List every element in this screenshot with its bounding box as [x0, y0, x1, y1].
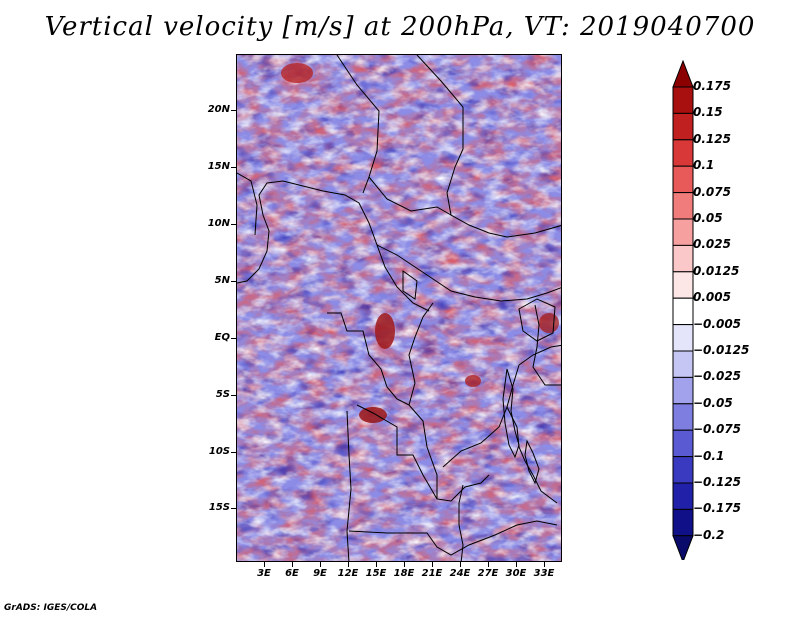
lon-label-21e: 21E — [421, 568, 443, 579]
lon-label-12e: 12E — [337, 568, 359, 579]
lat-tick — [231, 338, 236, 339]
lat-label-15s: 15S — [208, 502, 230, 513]
lat-tick — [231, 395, 236, 396]
lon-tick — [516, 562, 517, 567]
lon-label-15e: 15E — [365, 568, 387, 579]
colorbar-segment — [672, 508, 694, 537]
colorbar-segment — [672, 244, 694, 273]
lat-tick — [231, 508, 236, 509]
colorbar-label: 0.15 — [693, 105, 723, 120]
field-core — [375, 313, 395, 349]
colorbar-label: 0.075 — [693, 184, 731, 199]
lat-tick — [231, 452, 236, 453]
colorbar — [672, 60, 694, 560]
colorbar-label: −0.05 — [693, 395, 733, 410]
lat-tick — [231, 167, 236, 168]
lon-label-9e: 9E — [313, 568, 327, 579]
colorbar-label: 0.005 — [693, 290, 731, 305]
colorbar-label: 0.025 — [693, 237, 731, 252]
colorbar-label: −0.005 — [693, 316, 742, 331]
colorbar-label: −0.2 — [693, 527, 725, 542]
colorbar-segment — [672, 165, 694, 194]
colorbar-segment — [672, 482, 694, 510]
colorbar-label: 0.125 — [693, 131, 731, 146]
colorbar-label: −0.125 — [693, 475, 742, 489]
lon-label-33e: 33E — [533, 568, 555, 579]
field-neutral-streaks — [237, 55, 561, 561]
colorbar-label: −0.075 — [693, 422, 742, 437]
colorbar-segment — [672, 112, 694, 141]
lon-label-27e: 27E — [477, 568, 499, 579]
field-core — [281, 63, 313, 83]
lon-tick — [320, 562, 321, 567]
lon-tick — [264, 562, 265, 567]
colorbar-segment — [672, 139, 694, 167]
colorbar-segment — [672, 403, 694, 431]
lon-label-30e: 30E — [505, 568, 527, 579]
lat-label-10s: 10S — [208, 446, 230, 457]
colorbar-label: −0.175 — [693, 501, 742, 516]
colorbar-top-arrow — [672, 60, 694, 88]
colorbar-segment — [672, 192, 694, 220]
lon-tick — [544, 562, 545, 567]
colorbar-segment — [672, 429, 694, 458]
lon-tick — [432, 562, 433, 567]
lon-tick — [348, 562, 349, 567]
colorbar-segment — [672, 218, 694, 246]
map-title: Vertical velocity [m/s] at 200hPa, VT: 2… — [44, 12, 756, 42]
field-core — [359, 407, 387, 423]
colorbar-label: −0.1 — [693, 448, 725, 463]
colorbar-bottom-arrow — [672, 535, 694, 560]
colorbar-label: −0.0125 — [693, 343, 750, 357]
lon-tick — [404, 562, 405, 567]
lat-label-20n: 20N — [207, 104, 230, 115]
field-core — [539, 313, 559, 333]
lat-label-eq: EQ — [214, 332, 230, 343]
lat-label-5n: 5N — [214, 275, 230, 286]
lon-tick — [460, 562, 461, 567]
colorbar-segment — [672, 324, 694, 352]
lon-label-6e: 6E — [285, 568, 299, 579]
lon-label-3e: 3E — [257, 568, 271, 579]
lat-label-10n: 10N — [207, 218, 230, 229]
lakes — [402, 270, 556, 485]
lon-tick — [292, 562, 293, 567]
lat-label-15n: 15N — [207, 161, 230, 172]
colorbar-label: 0.1 — [693, 158, 715, 173]
colorbar-segment — [672, 350, 694, 378]
colorbar-segment — [672, 456, 694, 484]
field-core — [465, 375, 481, 387]
colorbar-label: 0.0125 — [693, 263, 740, 278]
grads-credit: GrADS: IGES/COLA — [4, 603, 98, 613]
colorbar-segment — [672, 297, 694, 326]
lon-tick — [488, 562, 489, 567]
lat-tick — [231, 224, 236, 225]
lat-tick — [231, 281, 236, 282]
colorbar-label: 0.05 — [693, 211, 723, 225]
colorbar-label: 0.175 — [693, 79, 731, 93]
colorbar-segment — [672, 376, 694, 405]
lon-label-18e: 18E — [393, 568, 415, 579]
colorbar-label: −0.025 — [693, 369, 742, 384]
colorbar-segment — [672, 86, 694, 114]
lon-tick — [376, 562, 377, 567]
lat-tick — [231, 110, 236, 111]
lat-label-5s: 5S — [215, 389, 230, 400]
vertical-velocity-map — [236, 54, 562, 562]
lon-label-24e: 24E — [449, 568, 471, 579]
colorbar-segment — [672, 271, 694, 299]
country-boundaries — [237, 55, 561, 561]
